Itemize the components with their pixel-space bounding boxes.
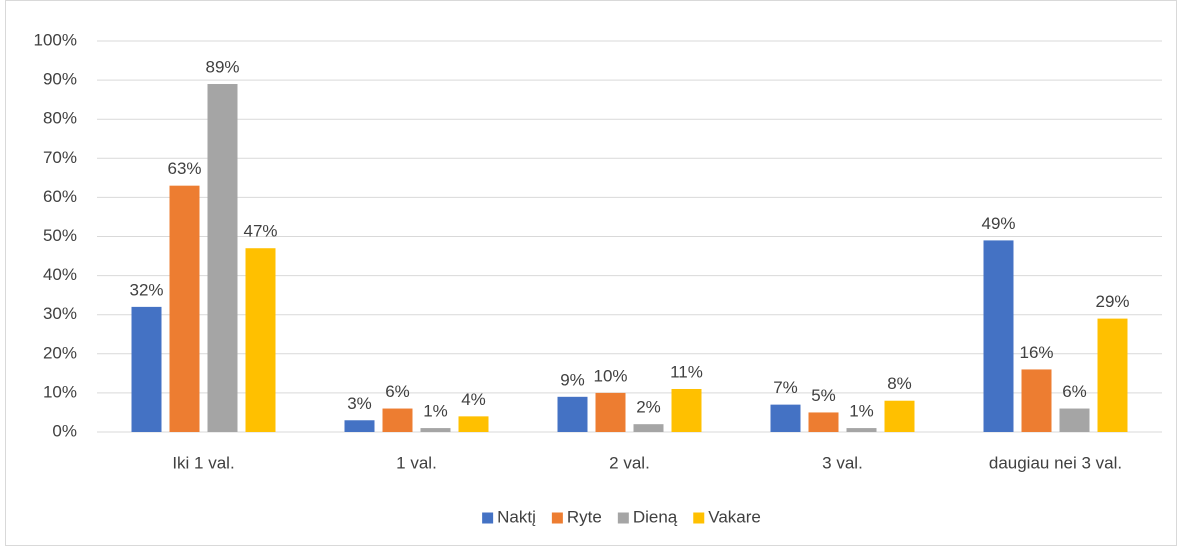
data-label: 29%	[1095, 292, 1129, 311]
bar	[382, 408, 413, 432]
y-tick-label: 60%	[43, 187, 77, 206]
bar	[633, 424, 664, 432]
y-tick-label: 70%	[43, 148, 77, 167]
data-label: 8%	[887, 374, 912, 393]
data-label: 32%	[129, 280, 163, 299]
data-label: 3%	[347, 394, 372, 413]
data-label: 2%	[636, 398, 661, 417]
y-tick-label: 50%	[43, 226, 77, 245]
data-label: 6%	[385, 382, 410, 401]
data-label: 9%	[560, 370, 585, 389]
data-label: 47%	[243, 222, 277, 241]
bar	[595, 392, 626, 432]
bar	[884, 400, 915, 432]
bar	[458, 416, 489, 432]
data-label: 5%	[811, 386, 836, 405]
data-label: 10%	[593, 366, 627, 385]
data-label: 63%	[167, 159, 201, 178]
y-tick-label: 80%	[43, 109, 77, 128]
bar	[557, 396, 588, 432]
bar	[245, 248, 276, 432]
x-tick-label: 1 val.	[396, 453, 437, 472]
y-tick-label: 0%	[52, 421, 77, 440]
y-tick-label: 10%	[43, 382, 77, 401]
legend-label: Vakare	[708, 507, 761, 526]
data-label: 11%	[670, 362, 703, 381]
legend-swatch	[551, 512, 563, 524]
data-label: 1%	[423, 402, 448, 421]
bar	[131, 306, 162, 432]
bar	[207, 84, 238, 432]
bar	[1059, 408, 1090, 432]
chart-border	[5, 0, 1177, 546]
bar	[846, 428, 877, 432]
data-label: 49%	[981, 214, 1015, 233]
x-tick-label: 2 val.	[609, 453, 650, 472]
bar	[808, 412, 839, 432]
y-tick-label: 100%	[34, 30, 77, 49]
legend-label: Naktį	[497, 507, 536, 526]
bar	[983, 240, 1014, 432]
legend-swatch	[482, 512, 494, 524]
x-tick-label: Iki 1 val.	[172, 453, 234, 472]
data-label: 89%	[205, 57, 239, 76]
data-label: 6%	[1062, 382, 1087, 401]
bar	[770, 404, 801, 432]
x-tick-label: 3 val.	[822, 453, 863, 472]
legend-swatch	[693, 512, 705, 524]
legend-label: Ryte	[567, 507, 602, 526]
data-label: 7%	[773, 378, 798, 397]
bar	[671, 388, 702, 432]
y-tick-label: 30%	[43, 304, 77, 323]
bar	[344, 420, 375, 432]
legend-swatch	[617, 512, 629, 524]
bar	[1021, 369, 1052, 432]
x-tick-label: daugiau nei 3 val.	[989, 453, 1122, 472]
data-label: 4%	[461, 390, 486, 409]
y-tick-label: 90%	[43, 70, 77, 89]
data-label: 16%	[1019, 343, 1053, 362]
data-label: 1%	[849, 402, 874, 421]
y-tick-label: 20%	[43, 343, 77, 362]
bar	[1097, 318, 1128, 432]
bar	[169, 185, 200, 432]
bar	[420, 428, 451, 432]
legend-label: Dieną	[633, 507, 678, 526]
y-tick-label: 40%	[43, 265, 77, 284]
